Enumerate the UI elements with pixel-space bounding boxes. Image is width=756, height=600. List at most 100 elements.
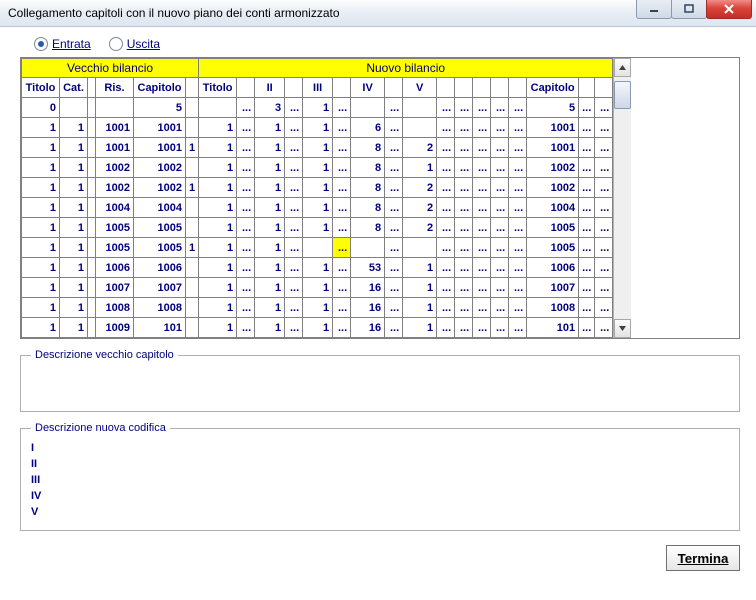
cell[interactable]	[88, 258, 96, 278]
column-header[interactable]	[579, 78, 595, 98]
cell[interactable]: ...	[509, 98, 527, 118]
cell[interactable]: 1002	[96, 178, 134, 198]
radio-uscita[interactable]: Uscita	[109, 37, 160, 51]
cell[interactable]: 1	[199, 158, 237, 178]
cell[interactable]: ...	[579, 118, 595, 138]
cell[interactable]	[88, 98, 96, 118]
cell[interactable]: 0	[22, 98, 60, 118]
cell[interactable]: 1	[303, 278, 333, 298]
cell[interactable]: ...	[385, 158, 403, 178]
cell[interactable]	[88, 198, 96, 218]
cell[interactable]: ...	[473, 238, 491, 258]
column-header[interactable]	[88, 78, 96, 98]
cell[interactable]: 1007	[96, 278, 134, 298]
cell[interactable]: 1	[255, 298, 285, 318]
cell[interactable]: ...	[333, 258, 351, 278]
cell[interactable]: ...	[385, 218, 403, 238]
cell[interactable]: 1007	[134, 278, 186, 298]
cell[interactable]	[351, 98, 385, 118]
cell[interactable]: ...	[333, 98, 351, 118]
cell[interactable]: ...	[385, 178, 403, 198]
table-row[interactable]: 11100810081...1...1...16...1............…	[22, 298, 613, 318]
cell[interactable]	[351, 238, 385, 258]
cell[interactable]: ...	[595, 198, 613, 218]
vertical-scrollbar[interactable]	[613, 58, 631, 338]
cell[interactable]: ...	[455, 198, 473, 218]
column-header[interactable]: Capitolo	[527, 78, 579, 98]
cell[interactable]: ...	[595, 218, 613, 238]
cell[interactable]: 1	[60, 258, 88, 278]
cell[interactable]: ...	[509, 178, 527, 198]
cell[interactable]: 1	[22, 258, 60, 278]
cell[interactable]: 8	[351, 178, 385, 198]
cell[interactable]: 1	[303, 318, 333, 338]
cell[interactable]: 1	[22, 238, 60, 258]
cell[interactable]: ...	[579, 178, 595, 198]
cell[interactable]: ...	[333, 318, 351, 338]
cell[interactable]: ...	[237, 278, 255, 298]
cell[interactable]: 1	[60, 118, 88, 138]
cell[interactable]: ...	[285, 118, 303, 138]
cell[interactable]: 1	[60, 238, 88, 258]
cell[interactable]: 1	[303, 118, 333, 138]
cell[interactable]: ...	[285, 238, 303, 258]
cell[interactable]: 1	[303, 298, 333, 318]
cell[interactable]: ...	[237, 258, 255, 278]
cell[interactable]: ...	[579, 318, 595, 338]
cell[interactable]: 1	[22, 198, 60, 218]
cell[interactable]: 1	[22, 118, 60, 138]
cell[interactable]: ...	[385, 258, 403, 278]
cell[interactable]: 1	[22, 178, 60, 198]
cell[interactable]: ...	[579, 158, 595, 178]
cell[interactable]: ...	[285, 158, 303, 178]
cell[interactable]	[186, 98, 199, 118]
cell[interactable]: ...	[237, 318, 255, 338]
cell[interactable]: ...	[437, 158, 455, 178]
cell[interactable]: ...	[333, 158, 351, 178]
cell[interactable]: ...	[595, 178, 613, 198]
cell[interactable]: 1	[255, 278, 285, 298]
cell[interactable]: 1002	[527, 158, 579, 178]
cell[interactable]: ...	[473, 258, 491, 278]
cell[interactable]: 1	[403, 278, 437, 298]
cell[interactable]: ...	[285, 178, 303, 198]
column-header[interactable]	[186, 78, 199, 98]
cell[interactable]: 1	[199, 298, 237, 318]
cell[interactable]: 1	[255, 258, 285, 278]
cell[interactable]: ...	[455, 158, 473, 178]
cell[interactable]: ...	[455, 218, 473, 238]
cell[interactable]	[88, 178, 96, 198]
cell[interactable]: 1005	[96, 218, 134, 238]
cell[interactable]: 1004	[96, 198, 134, 218]
cell[interactable]: ...	[595, 98, 613, 118]
cell[interactable]: ...	[333, 178, 351, 198]
cell[interactable]: ...	[509, 218, 527, 238]
column-header[interactable]: III	[303, 78, 333, 98]
cell[interactable]: 1	[303, 178, 333, 198]
cell[interactable]: ...	[333, 238, 351, 258]
cell[interactable]: 1	[303, 158, 333, 178]
column-header[interactable]	[473, 78, 491, 98]
cell[interactable]: ...	[437, 258, 455, 278]
cell[interactable]: ...	[595, 258, 613, 278]
cell[interactable]: ...	[491, 98, 509, 118]
cell[interactable]: 1	[303, 258, 333, 278]
mapping-grid[interactable]: Vecchio bilancioNuovo bilancioTitoloCat.…	[21, 58, 613, 338]
cell[interactable]: ...	[237, 298, 255, 318]
cell[interactable]: 16	[351, 318, 385, 338]
cell[interactable]: 1002	[134, 158, 186, 178]
cell[interactable]: ...	[473, 218, 491, 238]
cell[interactable]: 1	[255, 138, 285, 158]
cell[interactable]: 1006	[134, 258, 186, 278]
cell[interactable]: ...	[437, 218, 455, 238]
cell[interactable]: 1008	[134, 298, 186, 318]
cell[interactable]: ...	[237, 118, 255, 138]
cell[interactable]: 1004	[527, 198, 579, 218]
cell[interactable]: 1	[303, 138, 333, 158]
cell[interactable]: ...	[473, 98, 491, 118]
cell[interactable]: ...	[437, 198, 455, 218]
cell[interactable]: ...	[285, 98, 303, 118]
cell[interactable]: ...	[579, 138, 595, 158]
cell[interactable]: 2	[403, 198, 437, 218]
cell[interactable]: ...	[385, 298, 403, 318]
